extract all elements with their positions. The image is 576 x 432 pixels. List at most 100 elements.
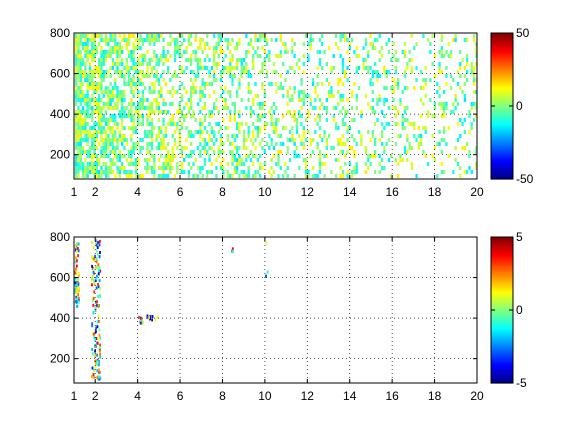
heatmap-cell — [157, 106, 161, 110]
heatmap-cell — [107, 146, 110, 150]
heatmap-cell — [238, 42, 241, 46]
heatmap-cell — [141, 90, 144, 94]
heatmap-cell — [97, 319, 100, 323]
heatmap-cell — [114, 42, 117, 46]
heatmap-cell — [98, 162, 101, 166]
heatmap-cell — [137, 78, 140, 82]
heatmap-cell — [194, 74, 197, 78]
heatmap-cell — [203, 114, 207, 118]
heatmap-cell — [311, 174, 315, 178]
colorbar-strip — [491, 362, 513, 366]
heatmap-cell — [93, 90, 96, 94]
heatmap-cell — [394, 50, 397, 54]
heatmap-cell — [196, 62, 200, 66]
heatmap-cell — [413, 122, 416, 126]
heatmap-cell — [339, 142, 342, 146]
heatmap-cell — [399, 134, 402, 138]
heatmap-cell — [374, 38, 377, 42]
heatmap-cell — [192, 162, 195, 166]
heatmap-cell — [371, 70, 374, 74]
heatmap-cell — [107, 86, 110, 90]
heatmap-cell — [291, 126, 294, 130]
heatmap-cell — [318, 170, 322, 174]
heatmap-cell — [74, 288, 77, 292]
heatmap-cell — [192, 90, 195, 94]
heatmap-cell — [98, 170, 101, 174]
colorbar-strip — [491, 147, 513, 150]
heatmap-cell — [95, 46, 98, 50]
heatmap-cell — [401, 126, 404, 130]
colorbar-strip — [491, 149, 513, 153]
heatmap-cell — [293, 70, 296, 74]
heatmap-cell — [92, 303, 95, 307]
heatmap-cell — [236, 58, 239, 62]
heatmap-cell — [369, 106, 372, 110]
heatmap-cell — [293, 118, 296, 122]
heatmap-cell — [150, 110, 154, 114]
heatmap-cell — [134, 66, 138, 70]
heatmap-cell — [180, 162, 184, 166]
heatmap-cell — [272, 62, 276, 66]
heatmap-cell — [357, 54, 361, 58]
heatmap-cell — [123, 146, 126, 150]
colorbar-strip — [491, 351, 513, 354]
heatmap-cell — [148, 86, 151, 90]
heatmap-cell — [420, 114, 423, 118]
heatmap-cell — [155, 78, 158, 82]
heatmap-cell — [194, 58, 197, 62]
heatmap-cell — [261, 166, 264, 170]
heatmap-cell — [180, 126, 184, 130]
heatmap-cell — [75, 122, 78, 126]
heatmap-cell — [118, 134, 121, 138]
heatmap-cell — [155, 70, 158, 74]
heatmap-cell — [155, 106, 158, 110]
heatmap-cell — [394, 82, 397, 86]
bottom-colorbar-ticks: -505 — [491, 230, 527, 390]
colorbar-strip — [491, 323, 513, 327]
heatmap-cell — [447, 42, 450, 46]
heatmap-cell — [459, 62, 462, 66]
x-tick-label: 1 — [71, 389, 78, 403]
heatmap-cell — [394, 142, 397, 146]
heatmap-cell — [102, 150, 105, 154]
heatmap-cell — [201, 90, 204, 94]
colorbar-strip — [491, 51, 513, 55]
heatmap-cell — [114, 102, 117, 106]
heatmap-cell — [397, 122, 400, 126]
heatmap-cell — [440, 46, 443, 50]
heatmap-cell — [438, 94, 441, 98]
heatmap-cell — [84, 66, 87, 70]
heatmap-cell — [100, 86, 103, 90]
heatmap-cell — [277, 86, 280, 90]
heatmap-cell — [91, 34, 94, 38]
heatmap-cell — [132, 130, 135, 134]
heatmap-cell — [155, 138, 158, 142]
heatmap-cell — [96, 362, 99, 366]
heatmap-cell — [277, 54, 280, 58]
heatmap-cell — [466, 38, 469, 42]
heatmap-cell — [380, 46, 384, 50]
heatmap-cell — [275, 122, 278, 126]
x-tick-label: 6 — [177, 185, 184, 199]
heatmap-cell — [91, 74, 94, 78]
heatmap-cell — [167, 150, 170, 154]
heatmap-cell — [440, 170, 443, 174]
heatmap-cell — [208, 46, 211, 50]
heatmap-cell — [367, 154, 370, 158]
heatmap-cell — [199, 126, 202, 130]
x-tick-label: 10 — [258, 185, 272, 199]
heatmap-cell — [77, 98, 80, 102]
colorbar-strip — [491, 321, 513, 325]
heatmap-cell — [109, 118, 112, 122]
heatmap-cell — [81, 106, 85, 110]
heatmap-cell — [95, 170, 98, 174]
colorbar-strip — [491, 268, 513, 272]
heatmap-cell — [185, 146, 188, 150]
heatmap-cell — [167, 142, 170, 146]
heatmap-cell — [231, 134, 234, 138]
heatmap-cell — [284, 162, 287, 166]
heatmap-cell — [93, 130, 96, 134]
heatmap-cell — [454, 98, 457, 102]
heatmap-cell — [468, 110, 471, 114]
